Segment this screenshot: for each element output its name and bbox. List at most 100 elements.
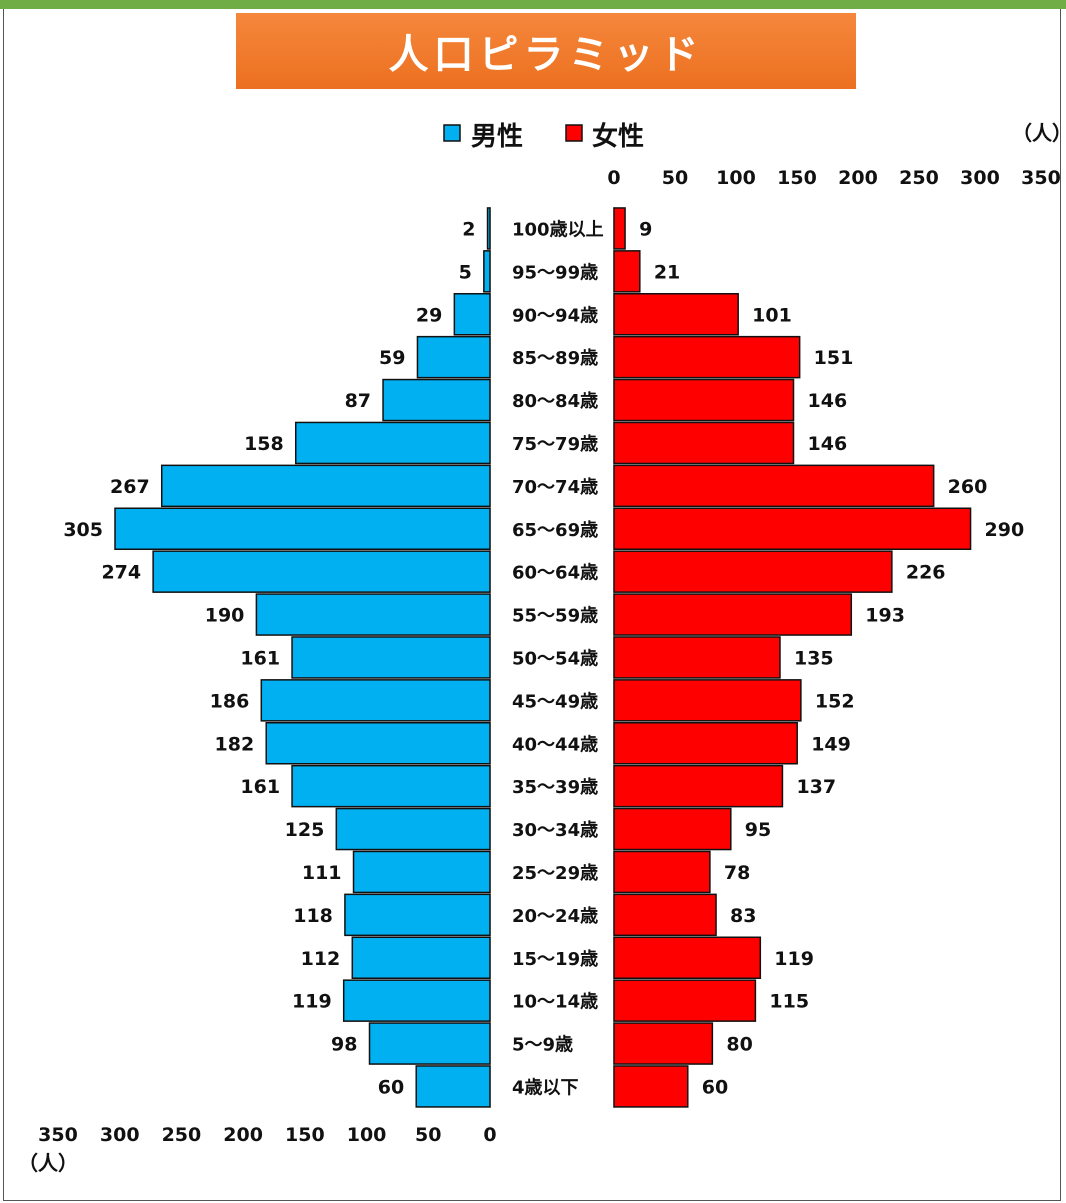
male-axis-tick: 350 bbox=[38, 1124, 78, 1146]
age-group-label: 90～94歳 bbox=[512, 305, 598, 326]
male-value-label: 274 bbox=[101, 562, 141, 584]
male-axis-tick: 250 bbox=[162, 1124, 202, 1146]
legend: 男性 女性 bbox=[443, 121, 644, 152]
female-bar bbox=[613, 979, 757, 1022]
female-value-label: 83 bbox=[730, 905, 756, 927]
female-value-label: 260 bbox=[948, 476, 988, 498]
age-group-label: 95～99歳 bbox=[512, 262, 598, 283]
male-value-label: 59 bbox=[379, 347, 405, 369]
female-axis-tick: 0 bbox=[607, 167, 620, 189]
male-value-label: 182 bbox=[215, 733, 255, 755]
male-bar bbox=[114, 507, 491, 550]
age-group-label: 35～39歳 bbox=[512, 777, 598, 798]
male-value-label: 119 bbox=[292, 991, 332, 1013]
male-bar bbox=[415, 1065, 491, 1108]
age-group-label: 4歳以下 bbox=[512, 1077, 579, 1098]
female-bar bbox=[613, 850, 711, 894]
age-group-label: 15～19歳 bbox=[512, 949, 598, 970]
male-value-label: 305 bbox=[63, 519, 103, 541]
male-value-label: 2 bbox=[462, 218, 475, 240]
female-value-label: 149 bbox=[811, 733, 851, 755]
top-accent-bar bbox=[0, 0, 1066, 9]
male-bar bbox=[260, 679, 491, 722]
male-bar bbox=[351, 936, 491, 979]
female-value-label: 60 bbox=[702, 1076, 728, 1098]
female-bar bbox=[613, 1065, 689, 1108]
male-value-label: 60 bbox=[378, 1076, 404, 1098]
male-value-label: 125 bbox=[285, 819, 325, 841]
age-group-label: 30～34歳 bbox=[512, 820, 598, 841]
age-group-label: 10～14歳 bbox=[512, 992, 598, 1013]
male-bar bbox=[152, 550, 491, 593]
age-group-label: 80～84歳 bbox=[512, 391, 598, 412]
age-group-label: 5～9歳 bbox=[512, 1035, 573, 1056]
female-value-label: 95 bbox=[745, 819, 771, 841]
female-bar bbox=[613, 764, 784, 808]
male-bar bbox=[335, 807, 491, 851]
male-value-label: 267 bbox=[110, 476, 150, 498]
male-value-label: 161 bbox=[240, 647, 280, 669]
male-axis-tick: 50 bbox=[415, 1124, 441, 1146]
female-value-label: 146 bbox=[808, 433, 848, 455]
female-value-label: 101 bbox=[752, 304, 792, 326]
legend-female-swatch bbox=[565, 124, 583, 142]
female-bar bbox=[613, 636, 781, 679]
unit-label-top: （人） bbox=[1012, 121, 1066, 145]
age-group-label: 25～29歳 bbox=[512, 863, 598, 884]
male-value-label: 112 bbox=[301, 948, 341, 970]
female-bar bbox=[613, 378, 795, 422]
female-bar bbox=[613, 550, 893, 593]
title-banner: 人口ピラミッド bbox=[236, 13, 856, 89]
male-value-label: 190 bbox=[205, 605, 245, 627]
female-axis-tick: 150 bbox=[777, 167, 817, 189]
female-value-label: 290 bbox=[985, 519, 1025, 541]
legend-male-label: 男性 bbox=[471, 122, 523, 152]
female-value-label: 21 bbox=[654, 261, 680, 283]
female-bar bbox=[613, 293, 739, 336]
female-bar bbox=[613, 464, 935, 508]
female-axis-tick: 100 bbox=[716, 167, 756, 189]
female-bar bbox=[613, 807, 732, 851]
age-group-label: 40～44歳 bbox=[512, 734, 598, 755]
male-bar bbox=[291, 636, 491, 679]
male-value-label: 5 bbox=[459, 261, 472, 283]
page-title: 人口ピラミッド bbox=[388, 32, 704, 78]
unit-label-bottom: （人） bbox=[18, 1151, 78, 1175]
female-value-label: 193 bbox=[865, 605, 905, 627]
age-group-label: 65～69歳 bbox=[512, 520, 598, 541]
female-value-label: 151 bbox=[814, 347, 854, 369]
female-value-label: 119 bbox=[774, 948, 814, 970]
chart-frame bbox=[3, 9, 1061, 1201]
female-value-label: 146 bbox=[808, 390, 848, 412]
age-group-label: 20～24歳 bbox=[512, 906, 598, 927]
female-axis-tick: 300 bbox=[960, 167, 1000, 189]
age-group-label: 50～54歳 bbox=[512, 648, 598, 669]
female-bar bbox=[613, 1022, 714, 1065]
female-value-label: 115 bbox=[769, 991, 809, 1013]
female-value-label: 9 bbox=[639, 218, 652, 240]
female-value-label: 226 bbox=[906, 562, 946, 584]
female-axis-tick: 250 bbox=[899, 167, 939, 189]
male-value-label: 161 bbox=[240, 776, 280, 798]
male-bar bbox=[453, 293, 491, 336]
male-bar bbox=[483, 250, 491, 293]
female-axis-tick: 200 bbox=[838, 167, 878, 189]
female-bar bbox=[613, 207, 626, 250]
female-axis: 0 50 100 150 200 250 300 350 bbox=[607, 167, 1060, 189]
female-axis-tick: 50 bbox=[662, 167, 688, 189]
female-value-label: 152 bbox=[815, 690, 855, 712]
male-value-label: 87 bbox=[345, 390, 371, 412]
bars bbox=[114, 207, 972, 1108]
male-axis-tick: 0 bbox=[483, 1124, 496, 1146]
female-bar bbox=[613, 335, 801, 379]
male-bar bbox=[344, 893, 491, 937]
male-value-label: 29 bbox=[416, 304, 442, 326]
age-group-label: 45～49歳 bbox=[512, 691, 598, 712]
male-bar bbox=[291, 764, 491, 808]
female-bar bbox=[613, 936, 762, 979]
male-value-label: 186 bbox=[210, 690, 250, 712]
male-bar bbox=[486, 207, 491, 250]
female-bar bbox=[613, 250, 641, 293]
age-group-label: 55～59歳 bbox=[512, 606, 598, 627]
